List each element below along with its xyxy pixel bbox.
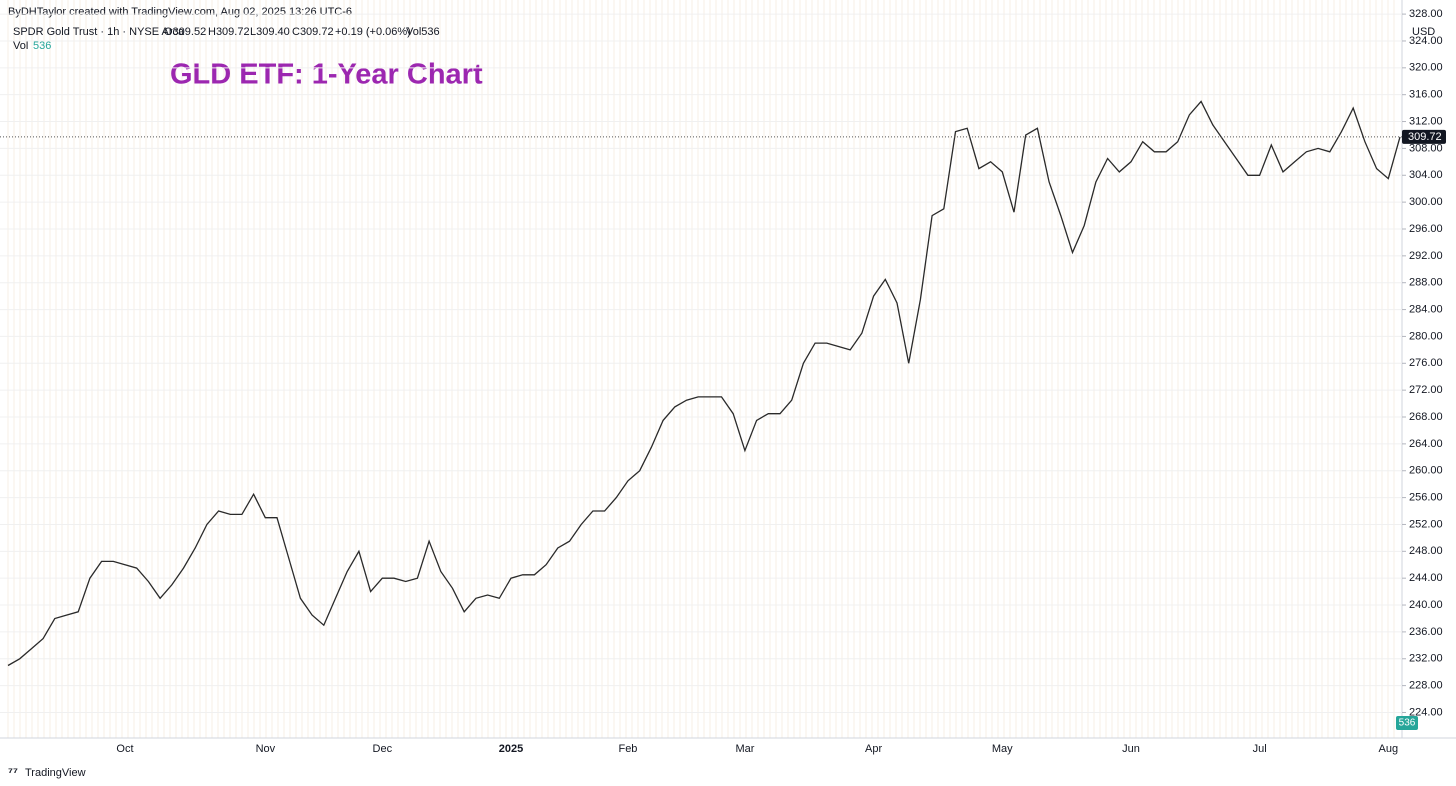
high: H309.72 — [208, 26, 250, 38]
y-tick-label: 312.00 — [1409, 115, 1443, 127]
y-tick-label: 320.00 — [1409, 62, 1443, 74]
y-tick-label: 300.00 — [1409, 196, 1443, 208]
x-tick-label: 2025 — [499, 743, 523, 755]
y-tick-label: 256.00 — [1409, 492, 1443, 504]
x-tick-label: Mar — [735, 743, 754, 755]
symbol: SPDR Gold Trust · 1h · NYSE Arca — [13, 26, 185, 38]
vol-label: Vol — [13, 40, 28, 52]
y-tick-label: 304.00 — [1409, 169, 1443, 181]
y-tick-label: 236.00 — [1409, 626, 1443, 638]
y-tick-label: 268.00 — [1409, 411, 1443, 423]
vol-badge-label: 536 — [1399, 718, 1416, 729]
y-tick-label: 272.00 — [1409, 384, 1443, 396]
last-price-label: 309.72 — [1408, 131, 1442, 143]
y-tick-label: 232.00 — [1409, 653, 1443, 665]
y-tick-label: 316.00 — [1409, 89, 1443, 101]
x-tick-label: Feb — [618, 743, 637, 755]
currency: USD — [1412, 26, 1435, 38]
x-tick-label: Dec — [373, 743, 393, 755]
y-tick-label: 264.00 — [1409, 438, 1443, 450]
brand-logo: ⁷⁷ — [8, 765, 18, 779]
x-tick-label: Apr — [865, 743, 882, 755]
volume: Vol536 — [406, 26, 440, 38]
last-price-badge — [1402, 129, 1446, 144]
y-tick-label: 308.00 — [1409, 142, 1443, 154]
y-tick-label: 284.00 — [1409, 303, 1443, 315]
y-tick-label: 248.00 — [1409, 545, 1443, 557]
x-tick-label: May — [992, 743, 1013, 755]
vol-badge — [1396, 716, 1418, 730]
change: +0.19 (+0.06%) — [335, 26, 411, 38]
close: C309.72 — [292, 26, 334, 38]
credit: ByDHTaylor created with TradingView.com,… — [8, 6, 352, 18]
price-line — [7, 100, 1401, 667]
y-tick-label: 328.00 — [1409, 8, 1443, 20]
y-tick-label: 324.00 — [1409, 35, 1443, 47]
x-tick-label: Jun — [1122, 743, 1140, 755]
y-tick-label: 240.00 — [1409, 599, 1443, 611]
y-tick-label: 292.00 — [1409, 250, 1443, 262]
y-tick-label: 224.00 — [1409, 706, 1443, 718]
x-tick-label: Jul — [1253, 743, 1267, 755]
x-tick-label: Oct — [116, 743, 133, 755]
y-tick-label: 244.00 — [1409, 572, 1443, 584]
y-tick-label: 276.00 — [1409, 357, 1443, 369]
low: L309.40 — [250, 26, 290, 38]
vol-value: 536 — [33, 40, 51, 52]
chart-title: GLD ETF: 1-Year Chart — [170, 59, 483, 91]
x-tick-label: Nov — [256, 743, 276, 755]
y-tick-label: 228.00 — [1409, 680, 1443, 692]
y-tick-label: 296.00 — [1409, 223, 1443, 235]
y-tick-label: 280.00 — [1409, 330, 1443, 342]
y-tick-label: 260.00 — [1409, 465, 1443, 477]
y-tick-label: 288.00 — [1409, 277, 1443, 289]
open: O309.52 — [164, 26, 206, 38]
brand: TradingView — [25, 767, 86, 779]
y-tick-label: 252.00 — [1409, 518, 1443, 530]
x-tick-label: Aug — [1379, 743, 1399, 755]
